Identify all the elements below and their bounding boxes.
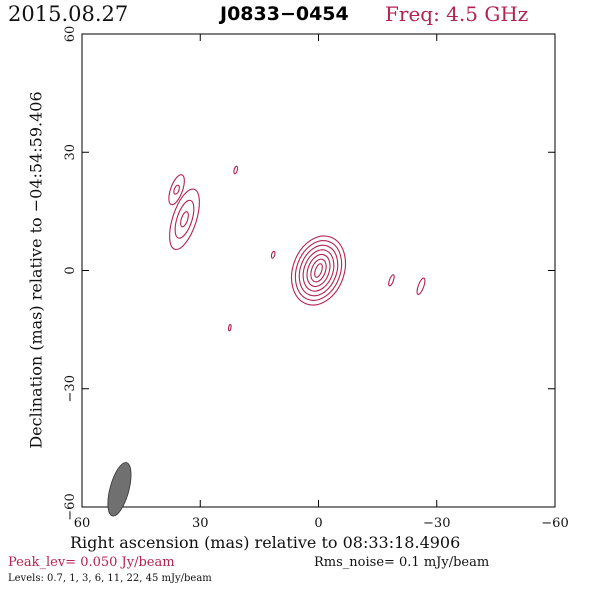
y-tick-label: 0 — [63, 266, 78, 274]
observation-date: 2015.08.27 — [8, 2, 129, 26]
y-tick-label: −30 — [63, 375, 78, 402]
contour-level-1 — [270, 250, 276, 259]
y-tick-label: 30 — [63, 144, 78, 161]
contour-level-1 — [416, 277, 426, 296]
contour-level-4 — [302, 249, 335, 292]
component-north-east-knot-b — [168, 174, 185, 206]
contour-level-3 — [298, 244, 339, 297]
contour-level-1 — [169, 188, 200, 251]
contour-level-1 — [227, 323, 232, 332]
contour-level-2 — [294, 240, 343, 301]
contour-level-1 — [388, 274, 395, 287]
x-tick-label: −60 — [541, 516, 568, 531]
contour-level-2 — [173, 184, 180, 195]
beam-ellipse — [107, 462, 132, 517]
x-axis-label: Right ascension (mas) relative to 08:33:… — [70, 533, 461, 552]
component-blob-2 — [270, 250, 276, 259]
contour-level-6 — [310, 258, 327, 283]
x-tick-label: 30 — [192, 516, 209, 531]
component-core — [290, 235, 347, 306]
component-blob-1 — [233, 165, 239, 175]
peak-level: Peak_lev= 0.050 Jy/beam — [8, 555, 175, 570]
frequency-label: Freq: 4.5 GHz — [385, 2, 529, 26]
contour-level-1 — [168, 174, 185, 206]
component-blob-3 — [227, 323, 232, 332]
x-tick-label: 0 — [314, 516, 322, 531]
contour-level-2 — [174, 199, 195, 239]
rms-noise: Rms_noise= 0.1 mJy/beam — [314, 555, 490, 570]
contour-level-5 — [306, 253, 331, 288]
component-blob-4 — [388, 274, 395, 287]
component-blob-5 — [416, 277, 426, 296]
y-tick-label: 60 — [63, 26, 78, 43]
y-tick-label: −60 — [63, 493, 78, 520]
source-name: J0833−0454 — [220, 3, 349, 25]
contour-level-1 — [290, 235, 347, 306]
y-axis-label: Declination (mas) relative to −04:54:59.… — [26, 91, 46, 449]
contour-level-7 — [314, 263, 323, 278]
contour-level-1 — [233, 165, 239, 175]
x-tick-label: −30 — [423, 516, 450, 531]
contour-level-3 — [180, 211, 189, 228]
component-north-east-knot-a — [169, 188, 200, 251]
x-tick-label: 60 — [74, 516, 91, 531]
plot-frame — [81, 33, 556, 508]
contour-levels: Levels: 0.7, 1, 3, 6, 11, 22, 45 mJy/bea… — [8, 573, 212, 584]
